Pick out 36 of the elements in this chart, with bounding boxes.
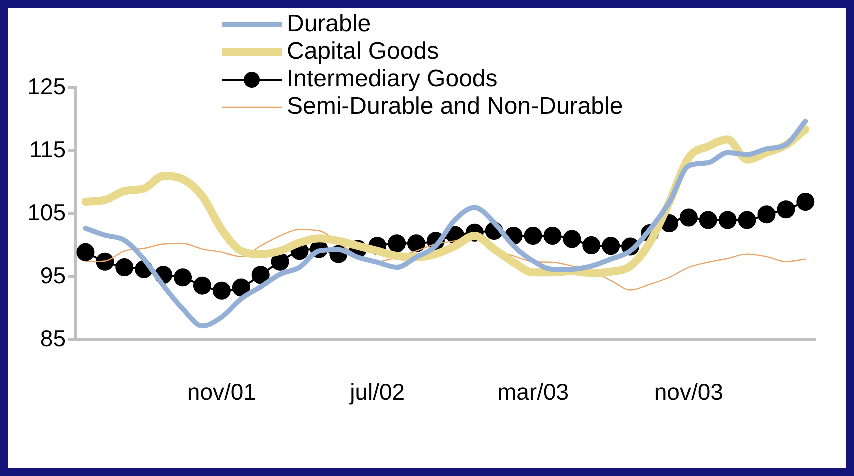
- x-tick-label: nov/01: [187, 379, 256, 406]
- y-tick-label: 85: [40, 325, 66, 352]
- y-tick-label: 115: [29, 136, 66, 162]
- point: [96, 252, 114, 271]
- point: [544, 227, 562, 246]
- x-tick-label: jul/02: [349, 379, 406, 406]
- point: [796, 193, 815, 212]
- point: [212, 282, 231, 300]
- point: [777, 200, 796, 219]
- point: [718, 211, 737, 230]
- y-tick-label: 125: [28, 73, 66, 100]
- point: [388, 234, 406, 253]
- point: [699, 211, 718, 230]
- point: [232, 278, 250, 297]
- point: [193, 276, 212, 295]
- point: [738, 211, 756, 230]
- point: [252, 266, 270, 284]
- point: [758, 206, 776, 224]
- y-tick-label: 105: [28, 199, 66, 226]
- point: [76, 243, 95, 262]
- legend-label: Capital Goods: [287, 38, 440, 66]
- point: [174, 268, 192, 287]
- legend-label: Intermediary Goods: [287, 66, 498, 93]
- y-tick-label: 95: [40, 262, 66, 288]
- point: [408, 234, 426, 253]
- point: [680, 208, 698, 227]
- legend-label: Durable: [287, 10, 372, 38]
- legend-label: Semi-Durable and Non-Durable: [287, 93, 624, 120]
- point: [582, 236, 601, 254]
- x-tick-label: nov/03: [654, 379, 724, 406]
- point: [524, 227, 542, 246]
- x-tick-label: mar/03: [497, 379, 570, 406]
- point: [271, 252, 290, 271]
- point: [116, 258, 134, 277]
- point: [563, 230, 582, 248]
- point: [602, 237, 620, 256]
